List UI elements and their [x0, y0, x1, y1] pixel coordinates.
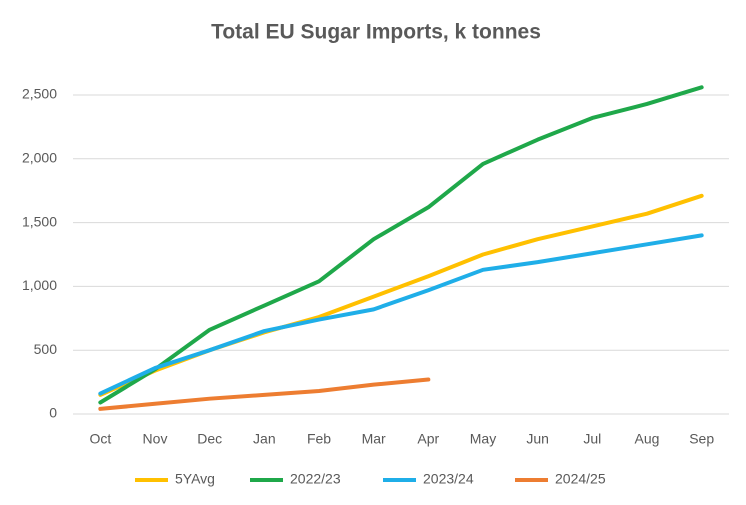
x-tick-label: Nov [143, 431, 168, 447]
y-tick-label: 1,000 [22, 277, 57, 293]
series-line [98, 233, 704, 396]
y-tick-label: 500 [34, 341, 58, 357]
x-tick-label: Jul [583, 431, 601, 447]
legend-label: 2022/23 [290, 471, 341, 487]
series-line [98, 85, 704, 405]
x-tick-label: Oct [89, 431, 111, 447]
legend-label: 2023/24 [423, 471, 474, 487]
chart-title: Total EU Sugar Imports, k tonnes [211, 21, 541, 44]
x-tick-label: Apr [417, 431, 439, 447]
x-tick-label: Mar [362, 431, 386, 447]
legend-label: 5YAvg [175, 471, 215, 487]
x-tick-label: Feb [307, 431, 331, 447]
y-tick-label: 2,000 [22, 150, 57, 166]
legend-label: 2024/25 [555, 471, 606, 487]
x-tick-label: Aug [635, 431, 660, 447]
x-tick-label: Dec [197, 431, 222, 447]
x-tick-label: Jun [526, 431, 549, 447]
x-tick-label: Sep [689, 431, 714, 447]
x-tick-label: Jan [253, 431, 276, 447]
x-tick-label: May [470, 431, 496, 447]
y-tick-label: 0 [49, 405, 57, 421]
y-tick-label: 1,500 [22, 213, 57, 229]
y-tick-label: 2,500 [22, 86, 57, 102]
series-line [98, 377, 431, 411]
